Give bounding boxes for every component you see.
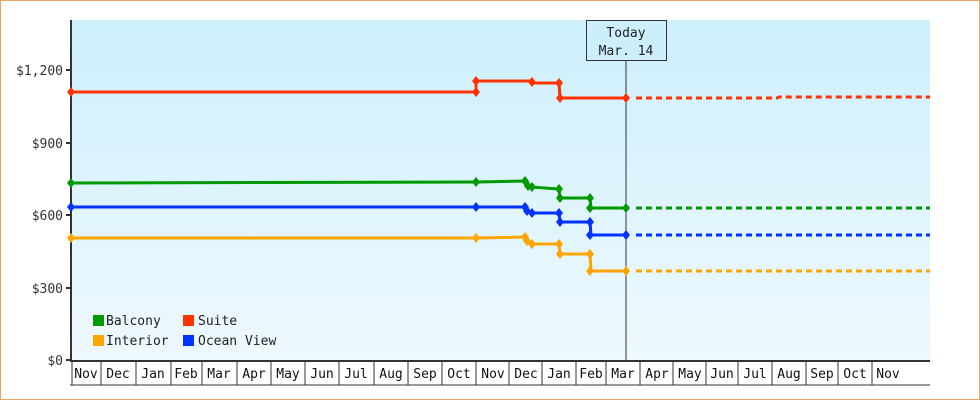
today-date: Mar. 14 (599, 44, 654, 59)
month-label: May (276, 367, 300, 382)
x-axis (70, 360, 930, 386)
month-label: Oct (843, 367, 866, 382)
legend-swatch-suite (183, 315, 194, 326)
legend: Balcony Suite Interior Ocean View (93, 314, 276, 349)
x-month-labels: Nov Dec Jan Feb Mar Apr May Jun Jul Aug … (74, 367, 900, 382)
month-label: Aug (777, 367, 800, 382)
month-label: May (678, 367, 702, 382)
month-label: Nov (74, 367, 98, 382)
y-label-1200: $1,200 (16, 64, 63, 79)
legend-swatch-ocean-view (183, 335, 194, 346)
month-label: Apr (645, 367, 669, 382)
series-suite (67, 76, 930, 103)
month-label: Apr (242, 367, 266, 382)
month-label: Dec (514, 367, 537, 382)
legend-swatch-interior (93, 335, 104, 346)
y-labels: $1,200 $900 $600 $300 $0 (16, 64, 63, 369)
today-label: Today (606, 26, 645, 41)
legend-label-suite: Suite (198, 314, 237, 329)
month-label: Jul (344, 367, 367, 382)
y-label-600: $600 (32, 209, 63, 224)
month-label: Feb (579, 367, 603, 382)
month-label: Dec (106, 367, 129, 382)
today-marker-box (586, 20, 667, 61)
series-interior (67, 232, 930, 276)
legend-label-ocean-view: Ocean View (198, 334, 276, 349)
month-label: Sep (413, 367, 437, 382)
legend-label-balcony: Balcony (106, 314, 161, 329)
y-label-0: $0 (47, 354, 63, 369)
month-label: Mar (207, 367, 231, 382)
month-label: Jun (710, 367, 733, 382)
month-label: Sep (810, 367, 834, 382)
month-label: Aug (379, 367, 402, 382)
plot-area (72, 20, 930, 360)
month-label: Mar (611, 367, 635, 382)
month-label: Oct (447, 367, 470, 382)
legend-label-interior: Interior (106, 334, 169, 349)
month-label: Jan (547, 367, 570, 382)
month-label: Feb (174, 367, 198, 382)
month-label: Nov (876, 367, 900, 382)
month-label: Jun (310, 367, 333, 382)
month-label: Jul (743, 367, 766, 382)
y-label-900: $900 (32, 137, 63, 152)
month-label: Jan (141, 367, 164, 382)
y-label-300: $300 (32, 282, 63, 297)
y-ticks (66, 69, 71, 361)
series-ocean-view (67, 202, 930, 240)
series-balcony (67, 176, 930, 213)
legend-swatch-balcony (93, 315, 104, 326)
month-label: Nov (481, 367, 505, 382)
